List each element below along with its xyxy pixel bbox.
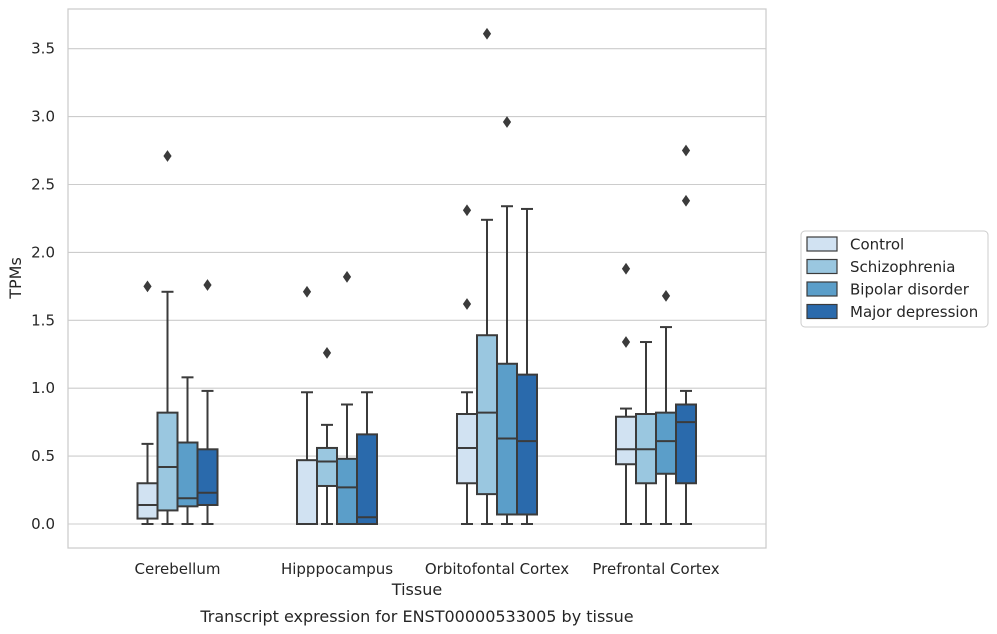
box-body xyxy=(675,403,697,485)
outlier-point xyxy=(621,336,631,348)
outlier-point xyxy=(143,280,152,293)
y-tick-label: 3.5 xyxy=(31,40,55,58)
box-1-3 xyxy=(356,391,378,526)
x-tick-label: Orbitofontal Cortex xyxy=(425,560,569,578)
legend-swatch xyxy=(806,258,838,275)
box-body xyxy=(655,411,677,475)
legend-swatch xyxy=(806,303,838,320)
box-2-3 xyxy=(516,207,538,525)
outlier-point xyxy=(502,116,512,128)
box-0-2 xyxy=(176,376,199,525)
box-body xyxy=(316,446,338,487)
box-body xyxy=(336,457,358,526)
outlier-point xyxy=(462,204,472,217)
box-1-2 xyxy=(336,270,358,526)
legend-label: Schizophrenia xyxy=(850,258,955,276)
outlier-point xyxy=(681,144,691,157)
legend-label: Major depression xyxy=(850,303,978,321)
box-body xyxy=(196,448,219,506)
y-tick-label: 1.0 xyxy=(31,379,55,397)
box-0-0 xyxy=(136,280,159,525)
box-body xyxy=(176,441,199,508)
legend-label: Control xyxy=(850,236,904,254)
outlier-point xyxy=(163,150,172,162)
y-tick-label: 0.0 xyxy=(31,515,55,533)
legend-swatch xyxy=(806,281,838,297)
outlier-point xyxy=(681,194,691,207)
x-tick-label: Hipppocampus xyxy=(281,560,393,578)
box-body xyxy=(296,459,318,526)
outlier-point xyxy=(462,298,472,310)
box-3-2 xyxy=(655,289,677,525)
box-body xyxy=(516,373,538,516)
x-axis-label: Tissue xyxy=(391,580,442,599)
x-tick-label: Prefrontal Cortex xyxy=(592,560,719,578)
box-2-0 xyxy=(456,204,478,525)
y-tick-label: 1.5 xyxy=(31,311,55,329)
box-body xyxy=(615,415,637,466)
y-tick-label: 2.0 xyxy=(31,243,55,261)
legend-swatch xyxy=(806,236,838,252)
box-3-1 xyxy=(635,341,657,525)
outlier-point xyxy=(203,279,212,291)
y-tick-label: 0.5 xyxy=(31,447,55,465)
box-body xyxy=(136,482,159,520)
box-body xyxy=(476,334,498,496)
legend: Control Schizophrenia Bipolar disorder Majo… xyxy=(800,230,989,328)
x-tick-label: Cerebellum xyxy=(135,560,221,578)
outlier-point xyxy=(342,270,352,283)
outlier-point xyxy=(322,347,332,359)
y-tick-label: 3.0 xyxy=(31,108,55,126)
box-1-0 xyxy=(296,285,318,526)
y-tick-labels: 0.0 0.5 1.0 1.5 2.0 2.5 3.0 3.5 xyxy=(31,40,55,533)
y-axis-label: TPMs xyxy=(6,257,25,300)
outlier-point xyxy=(661,289,671,302)
outlier-point xyxy=(482,27,492,40)
y-tick-label: 2.5 xyxy=(31,176,55,194)
outlier-point xyxy=(621,262,631,275)
box-body xyxy=(156,411,179,512)
legend-label: Bipolar disorder xyxy=(850,281,970,299)
box-2-1 xyxy=(476,27,498,525)
box-plot-marks xyxy=(136,27,697,526)
box-3-0 xyxy=(615,262,637,525)
legend-frame xyxy=(800,230,989,328)
box-0-1 xyxy=(156,150,179,525)
box-3-3 xyxy=(675,144,697,525)
outlier-point xyxy=(302,285,312,298)
plot-frame xyxy=(67,8,767,549)
box-body xyxy=(356,433,378,526)
chart-caption: Transcript expression for ENST0000053300… xyxy=(199,607,633,626)
box-0-3 xyxy=(196,279,219,525)
box-1-1 xyxy=(316,347,338,525)
x-tick-labels: Cerebellum Hipppocampus Orbitofontal Corte… xyxy=(135,560,720,578)
